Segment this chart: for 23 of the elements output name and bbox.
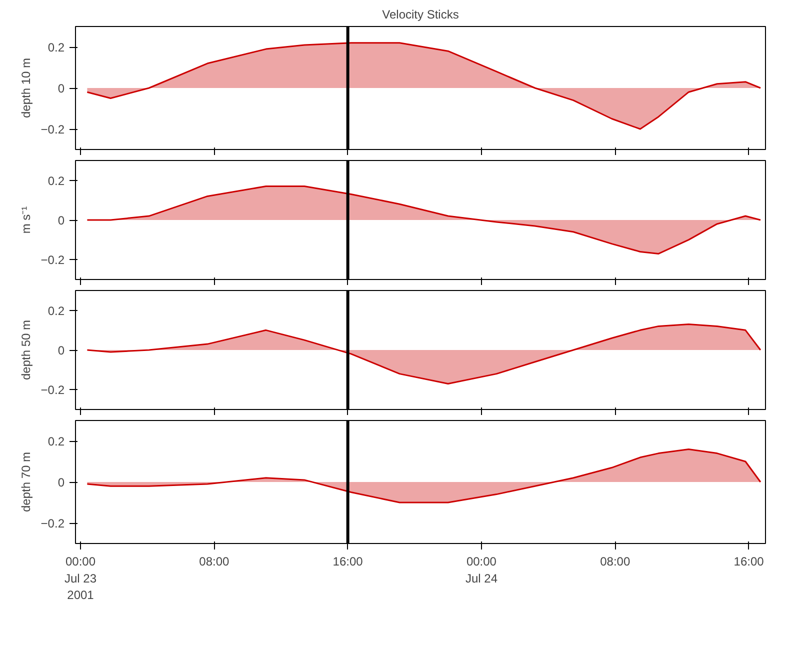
y-tick-label: 0 bbox=[58, 476, 65, 490]
y-tick-label: −0.2 bbox=[40, 516, 65, 530]
y-tick-label: 0 bbox=[58, 344, 65, 358]
x-tick-label: 00:00 Jul 23 2001 bbox=[64, 554, 97, 602]
x-tick-label: 08:00 bbox=[600, 554, 630, 568]
y-tick-label: 0 bbox=[58, 214, 65, 228]
x-tick-label: 16:00 bbox=[332, 554, 364, 568]
y-tick-label: 0.2 bbox=[48, 174, 65, 188]
y-axis-title: depth 50 m bbox=[18, 320, 33, 380]
y-tick-label: 0.2 bbox=[48, 40, 65, 54]
y-tick-label: 0 bbox=[58, 82, 65, 96]
y-tick-label: −0.2 bbox=[40, 253, 65, 268]
x-tick-label: 08:00 bbox=[199, 554, 230, 568]
y-axis-title: m s⁻¹ bbox=[18, 206, 33, 234]
y-axis-title: depth 10 m bbox=[18, 58, 33, 118]
x-tick-label: 16:00 bbox=[734, 554, 764, 568]
y-tick-label: −0.2 bbox=[40, 383, 65, 398]
y-axis-title: depth 70 m bbox=[18, 452, 33, 512]
y-tick-label: 0.2 bbox=[48, 434, 65, 448]
y-tick-label: 0.2 bbox=[48, 304, 65, 318]
x-tick-label: 00:00 Jul 24 bbox=[465, 554, 498, 586]
y-tick-label: −0.2 bbox=[40, 122, 65, 136]
chart-title: Velocity Sticks bbox=[382, 8, 459, 22]
